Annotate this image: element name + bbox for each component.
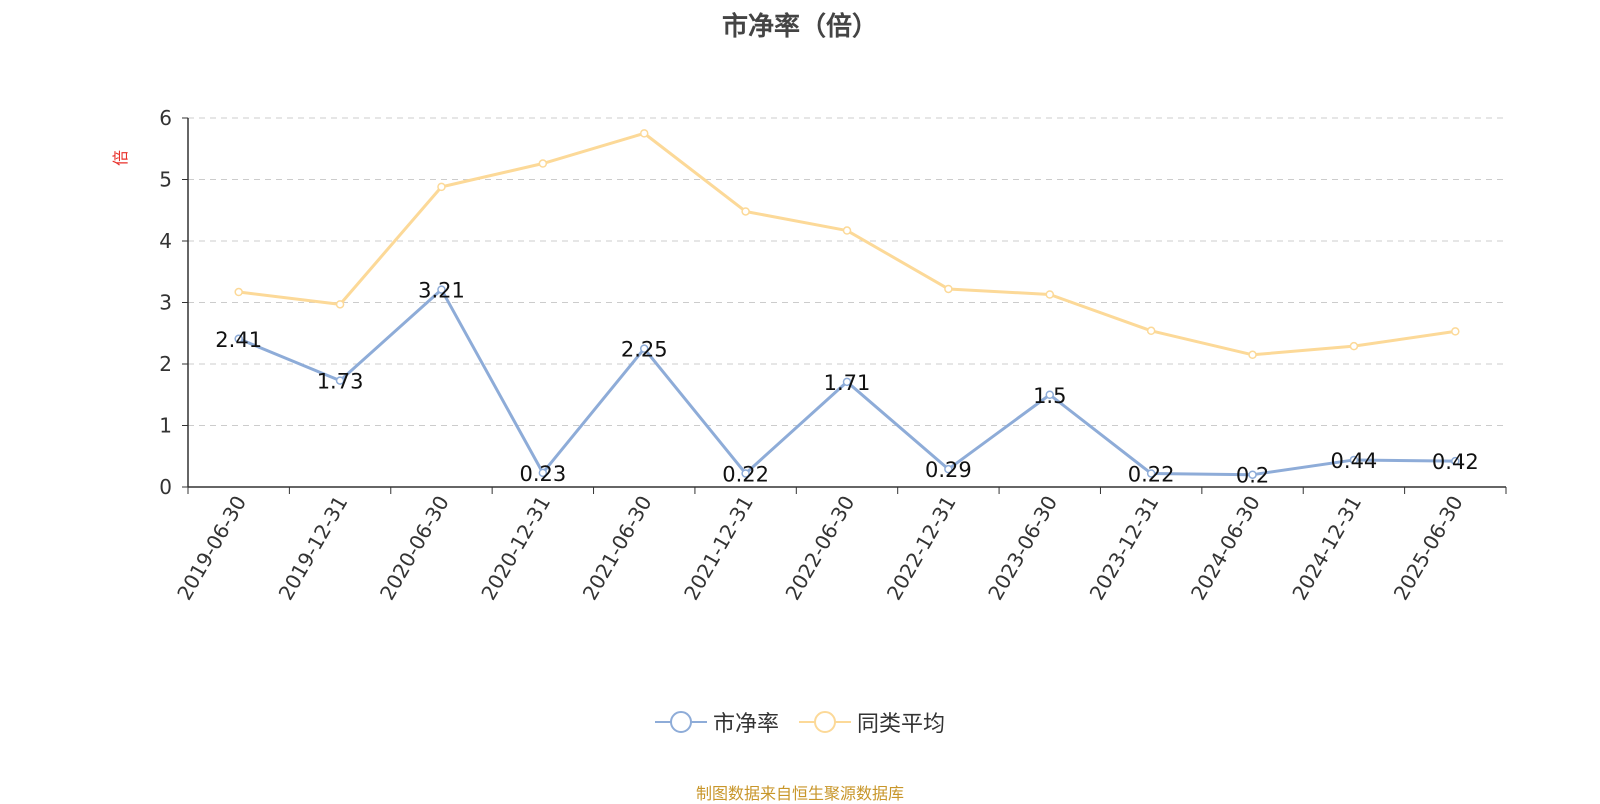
y-tick-label: 5 [159, 168, 172, 192]
x-tick-label: 2020-12-31 [476, 492, 555, 605]
data-point [741, 207, 750, 216]
data-labels: 2.41 1.73 3.21 0.23 2.25 0.22 1.71 0.29 1.5 0.22 0… [215, 279, 1478, 488]
x-tick-label: 2021-12-31 [679, 492, 758, 605]
data-label: 0.22 [722, 462, 769, 486]
x-tick-label: 2025-06-30 [1389, 492, 1468, 605]
series-lines [234, 129, 1460, 479]
data-point [842, 377, 852, 387]
data-point [1045, 290, 1055, 299]
x-tick-label: 2019-06-30 [172, 492, 251, 605]
data-point [944, 464, 953, 474]
y-tick-label: 1 [159, 414, 172, 438]
data-label: 0.29 [925, 458, 972, 482]
data-point [538, 468, 548, 478]
data-point [437, 285, 446, 294]
x-tick-label: 2022-12-31 [882, 492, 961, 605]
legend-item-peer-average[interactable]: 同类平均 [799, 706, 945, 738]
data-label: 0.42 [1432, 450, 1479, 474]
data-point [234, 287, 243, 297]
data-point [437, 182, 446, 192]
data-point [335, 300, 345, 309]
legend-peer-average-icon [799, 711, 851, 733]
x-tick-label: 2022-06-30 [780, 492, 859, 605]
y-tick-label: 2 [159, 352, 172, 376]
legend-peer-average-label: 同类平均 [857, 712, 946, 737]
source-footer: 制图数据来自恒生聚源数据库 [695, 784, 904, 803]
data-point [1045, 390, 1055, 399]
chart-title: 市净率（倍） [721, 12, 878, 42]
x-tick-label: 2020-06-30 [375, 492, 454, 605]
data-point [1349, 455, 1359, 465]
data-point [1248, 350, 1257, 360]
y-axis-label: 倍 [111, 150, 130, 166]
data-point [842, 226, 852, 235]
data-point [1451, 456, 1460, 466]
x-tick-label: 2024-06-30 [1186, 492, 1265, 605]
legend-pb-icon [654, 711, 707, 733]
data-label: 0.23 [519, 462, 566, 486]
data-point [639, 344, 649, 353]
x-tick-label: 2024-12-31 [1287, 492, 1366, 605]
x-tick-label: 2023-06-30 [983, 492, 1062, 605]
line-chart: 0 1 2 3 4 5 6 倍 2019-06-30 2019-12-31 2020-06-30 20… [111, 106, 1507, 605]
data-label: 2.25 [621, 338, 668, 362]
x-tick-label: 2023-12-31 [1085, 492, 1164, 605]
x-tick-label: 2019-12-31 [274, 492, 353, 605]
data-point [1451, 327, 1460, 336]
data-label: 0.22 [1128, 462, 1175, 486]
data-point [1146, 469, 1156, 478]
y-tick-label: 3 [159, 291, 172, 315]
data-point [741, 469, 750, 478]
y-tick-label: 6 [159, 106, 172, 130]
data-label: 1.73 [317, 370, 364, 394]
x-tick-label: 2021-06-30 [578, 492, 657, 605]
data-label: 1.5 [1033, 384, 1066, 408]
data-point [639, 129, 649, 138]
legend-pb-label: 市净率 [712, 712, 779, 737]
y-tick-label: 4 [159, 229, 172, 253]
data-label: 0.44 [1331, 449, 1378, 473]
data-label: 0.2 [1236, 464, 1269, 488]
data-label: 1.71 [824, 371, 871, 395]
data-point [1146, 326, 1156, 336]
data-point [335, 376, 345, 385]
legend: 市净率 同类平均 [0, 706, 1600, 738]
data-point [1248, 470, 1257, 479]
data-point [944, 284, 953, 294]
data-label: 2.41 [215, 328, 262, 352]
y-tick-label: 0 [159, 475, 172, 499]
series-line-peer-average [238, 131, 1456, 357]
data-point [538, 159, 548, 168]
data-point [234, 334, 243, 344]
data-label: 3.21 [418, 279, 465, 303]
legend-item-pb[interactable]: 市净率 [654, 706, 779, 738]
axes: 0 1 2 3 4 5 6 倍 2019-06-30 2019-12-31 2020-06-30 20… [111, 106, 1507, 605]
data-point [1349, 341, 1359, 351]
